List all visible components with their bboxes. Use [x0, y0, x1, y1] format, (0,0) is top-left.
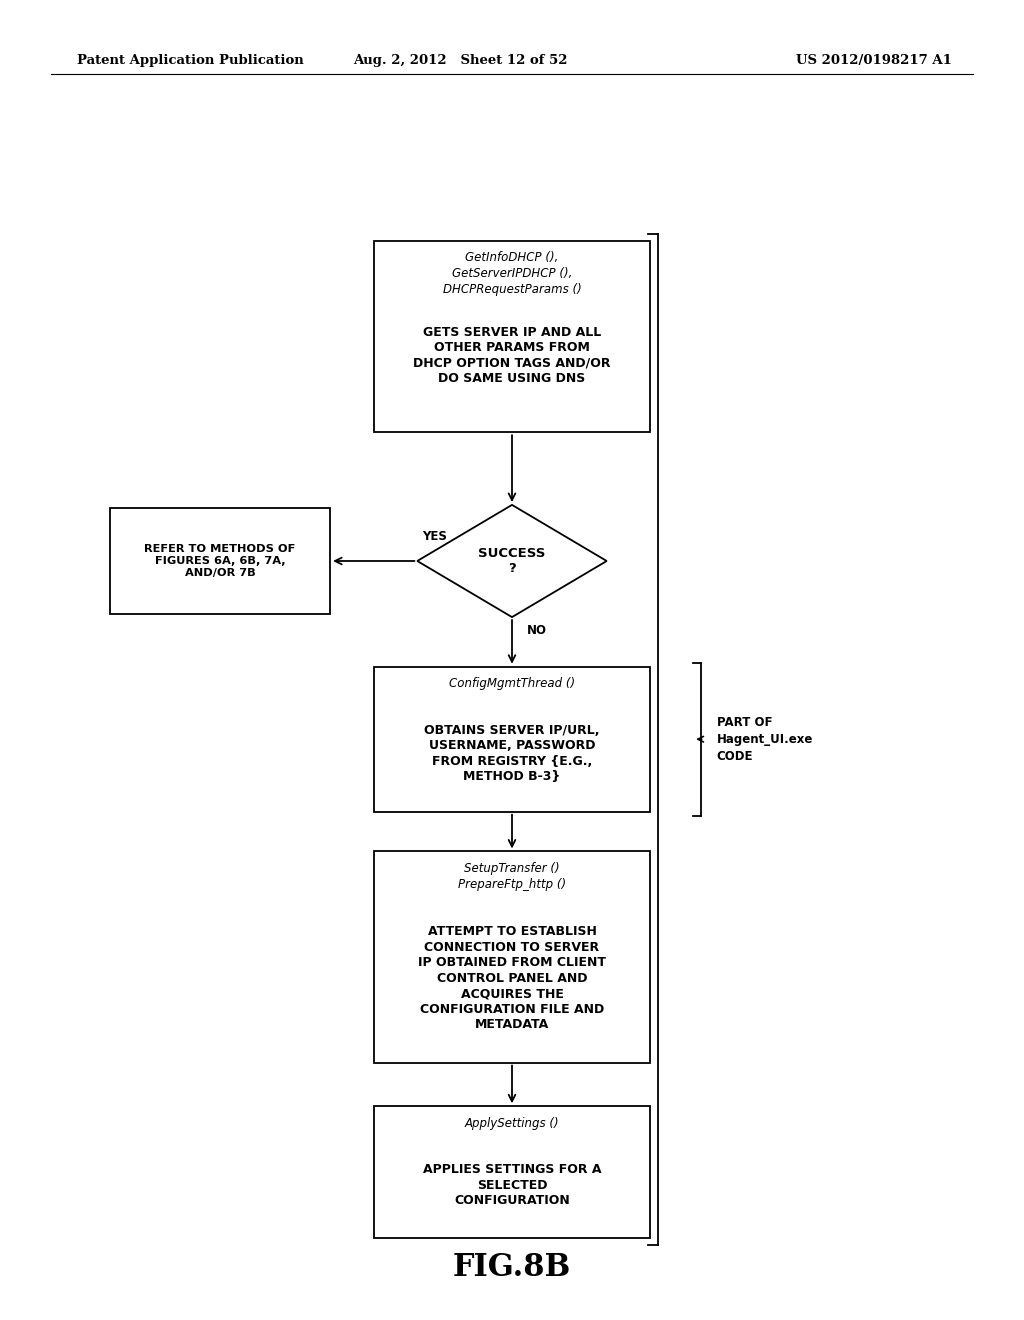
- Text: SetupTransfer ()
PrepareFtp_http (): SetupTransfer () PrepareFtp_http (): [458, 862, 566, 891]
- Text: YES: YES: [422, 529, 447, 543]
- Text: US 2012/0198217 A1: US 2012/0198217 A1: [797, 54, 952, 67]
- Text: ATTEMPT TO ESTABLISH
CONNECTION TO SERVER
IP OBTAINED FROM CLIENT
CONTROL PANEL : ATTEMPT TO ESTABLISH CONNECTION TO SERVE…: [418, 925, 606, 1031]
- Text: REFER TO METHODS OF
FIGURES 6A, 6B, 7A,
AND/OR 7B: REFER TO METHODS OF FIGURES 6A, 6B, 7A, …: [144, 544, 296, 578]
- Text: ApplySettings (): ApplySettings (): [465, 1117, 559, 1130]
- Text: Patent Application Publication: Patent Application Publication: [77, 54, 303, 67]
- FancyBboxPatch shape: [374, 851, 650, 1063]
- FancyBboxPatch shape: [374, 242, 650, 433]
- FancyBboxPatch shape: [374, 1106, 650, 1238]
- FancyBboxPatch shape: [111, 508, 330, 614]
- FancyBboxPatch shape: [374, 667, 650, 812]
- Text: APPLIES SETTINGS FOR A
SELECTED
CONFIGURATION: APPLIES SETTINGS FOR A SELECTED CONFIGUR…: [423, 1163, 601, 1208]
- Text: PART OF
Hagent_UI.exe
CODE: PART OF Hagent_UI.exe CODE: [717, 715, 813, 763]
- Text: ConfigMgmtThread (): ConfigMgmtThread (): [449, 677, 575, 690]
- Text: GetInfoDHCP (),
GetServerIPDHCP (),
DHCPRequestParams (): GetInfoDHCP (), GetServerIPDHCP (), DHCP…: [442, 251, 582, 297]
- Text: SUCCESS
?: SUCCESS ?: [478, 546, 546, 576]
- Text: Aug. 2, 2012   Sheet 12 of 52: Aug. 2, 2012 Sheet 12 of 52: [353, 54, 568, 67]
- Polygon shape: [418, 506, 606, 618]
- Text: NO: NO: [527, 624, 548, 636]
- Text: FIG.8B: FIG.8B: [453, 1251, 571, 1283]
- Text: OBTAINS SERVER IP/URL,
USERNAME, PASSWORD
FROM REGISTRY {E.G.,
METHOD B-3}: OBTAINS SERVER IP/URL, USERNAME, PASSWOR…: [424, 723, 600, 784]
- Text: GETS SERVER IP AND ALL
OTHER PARAMS FROM
DHCP OPTION TAGS AND/OR
DO SAME USING D: GETS SERVER IP AND ALL OTHER PARAMS FROM…: [414, 326, 610, 385]
